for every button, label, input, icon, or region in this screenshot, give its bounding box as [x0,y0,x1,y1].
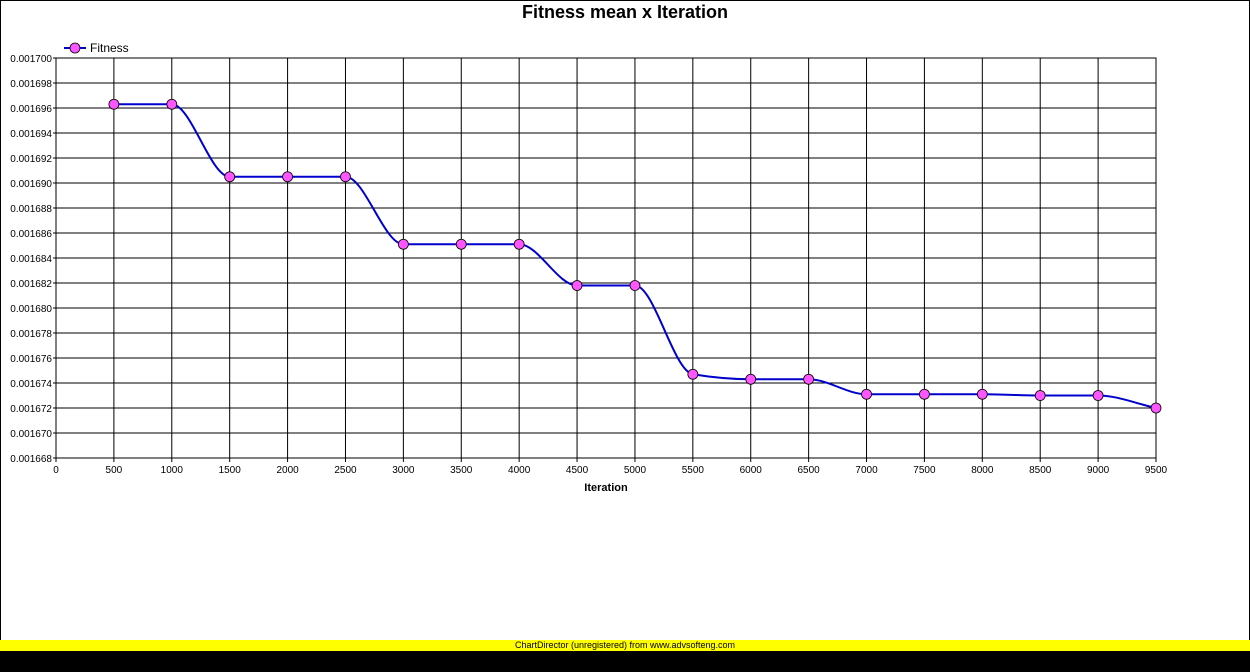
data-point [224,171,236,183]
chart-title: Fitness mean x Iteration [521,2,729,22]
x-tick-label: 4500 [566,465,589,476]
x-tick-label: 0 [53,465,59,476]
data-point [513,238,525,250]
chart-plot: 0 500 1000 1500 2000 2500 3000 3500 4000 4500 5000… [10,54,1168,494]
data-point [340,171,351,183]
y-tick-label: 0.001682 [10,279,52,290]
data-point [919,388,930,400]
y-tick-label: 0.001698 [10,79,52,90]
y-tick-label: 0.001680 [10,304,52,315]
watermark-banner: ChartDirector (unregistered) from www.ad… [0,640,1250,651]
x-tick-label: 8500 [1029,465,1052,476]
data-point [745,373,757,385]
y-tick-label: 0.001700 [10,54,52,65]
data-point [803,373,815,385]
y-tick-label: 0.001688 [10,204,52,215]
x-tick-label: 4000 [508,465,531,476]
y-tick-label: 0.001694 [10,129,52,140]
data-point [1092,390,1104,401]
x-tick-label: 6500 [798,465,821,476]
x-tick-label: 1500 [219,465,242,476]
x-tick-label: 9000 [1087,465,1110,476]
data-point [166,98,178,110]
data-point [629,280,641,291]
y-tick-label: 0.001696 [10,104,52,115]
y-tick-label: 0.001686 [10,229,52,240]
x-tick-label: 6000 [740,465,763,476]
legend-label: Fitness [90,41,129,55]
y-tick-label: 0.001678 [10,329,52,340]
x-tick-label: 2000 [276,465,299,476]
y-tick-label: 0.001684 [10,254,52,265]
x-tick-label: 7500 [913,465,936,476]
data-point [1034,390,1046,401]
data-point [455,238,467,250]
x-tick-label: 3000 [392,465,415,476]
data-point [976,388,988,400]
y-tick-label: 0.001670 [10,429,52,440]
x-tick-label: 2500 [334,465,357,476]
plot-border [55,57,1157,459]
x-tick-label: 9500 [1145,465,1168,476]
legend: Fitness [64,41,129,55]
y-tick-label: 0.001668 [10,454,52,465]
y-tick-label: 0.001690 [10,179,52,190]
y-tick-label: 0.001674 [10,379,52,390]
x-tick-label: 7000 [855,465,878,476]
x-axis-title: Iteration [584,482,628,494]
x-tick-label: 3500 [450,465,473,476]
x-tick-label: 500 [106,465,123,476]
data-point [108,98,120,110]
x-tick-label: 5000 [624,465,647,476]
data-point [571,280,583,291]
footer-bar [0,651,1250,672]
x-tick-label: 1000 [161,465,184,476]
y-tick-label: 0.001692 [10,154,52,165]
legend-marker-icon [64,42,86,54]
data-point [397,238,409,250]
x-tick-label: 5500 [682,465,705,476]
y-tick-label: 0.001672 [10,404,52,415]
y-tick-label: 0.001676 [10,354,52,365]
data-point [861,388,872,400]
data-point [282,171,293,183]
x-tick-label: 8000 [971,465,994,476]
data-point [1150,402,1162,414]
data-point [687,368,699,380]
